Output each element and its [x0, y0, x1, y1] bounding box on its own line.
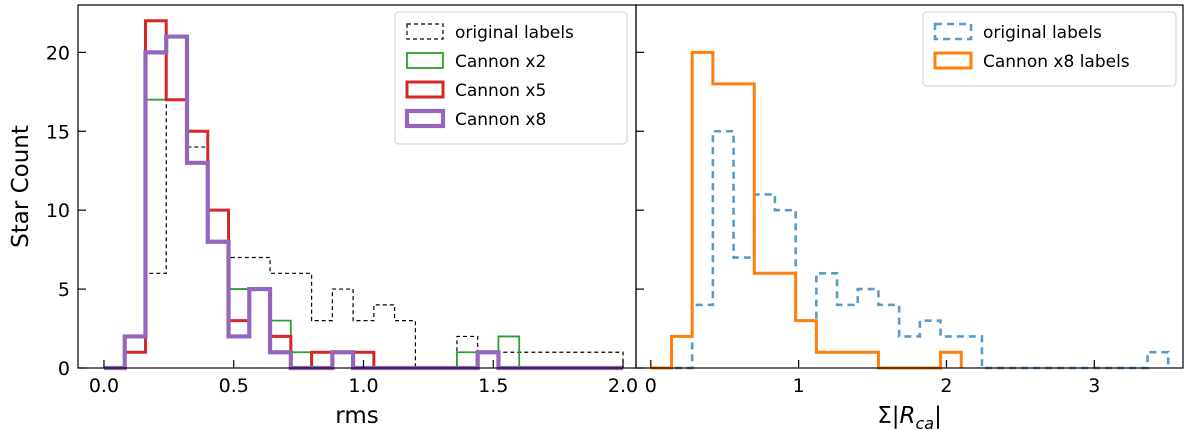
- series-cannon-x8-labels: [650, 50, 963, 370]
- x-tick-label: 2.0: [608, 375, 638, 397]
- legend-label: Cannon x5: [455, 81, 546, 101]
- x-tick-label: 0.5: [219, 375, 249, 397]
- x-tick-label: 2: [940, 375, 952, 397]
- x-tick-label: 0.0: [89, 375, 119, 397]
- y-tick-label: 0: [58, 358, 70, 380]
- x-tick-label: 3: [1088, 375, 1100, 397]
- legend: original labels Cannon x2 Cannon x5 Cannon …: [394, 11, 628, 145]
- series-original-labels: [103, 99, 624, 369]
- axes-frame: [635, 4, 1184, 369]
- legend-swatch: [933, 51, 973, 70]
- legend-swatch: [933, 22, 973, 41]
- legend-label: Cannon x8: [455, 110, 546, 130]
- legend-label: Cannon x2: [455, 52, 546, 72]
- legend: original labels Cannon x8 labels: [922, 11, 1177, 87]
- x-axis-label: Σ|Rca|: [877, 403, 942, 430]
- series-original-labels: [650, 129, 1170, 370]
- legend-swatch: [405, 80, 445, 99]
- x-axis-label: rms: [335, 403, 378, 429]
- x-tick-label: 1.5: [478, 375, 508, 397]
- y-axis-label: Star Count: [8, 125, 34, 248]
- panel-rms: 0 5 10 15 20 0.0 0.5 1.0 1.5 2.0 rms Star Count orig…: [8, 4, 638, 429]
- legend-label: original labels: [455, 23, 574, 43]
- legend-label: Cannon x8 labels: [983, 52, 1130, 72]
- legend-swatch: [406, 52, 444, 69]
- x-tick-label: 1: [793, 375, 805, 397]
- legend-label: original labels: [983, 23, 1102, 43]
- y-tick-label: 5: [58, 279, 70, 301]
- y-tick-label: 20: [46, 42, 70, 64]
- x-tick-label: 0: [645, 375, 657, 397]
- y-tick-label: 15: [46, 121, 70, 143]
- y-tick-label: 10: [46, 200, 70, 222]
- legend-swatch: [404, 108, 446, 129]
- panel-sum-rca: 0 1 2 3 Σ|Rca| original labels Cannon x8 label…: [635, 4, 1184, 430]
- legend-swatch: [406, 23, 444, 40]
- x-tick-label: 1.0: [348, 375, 378, 397]
